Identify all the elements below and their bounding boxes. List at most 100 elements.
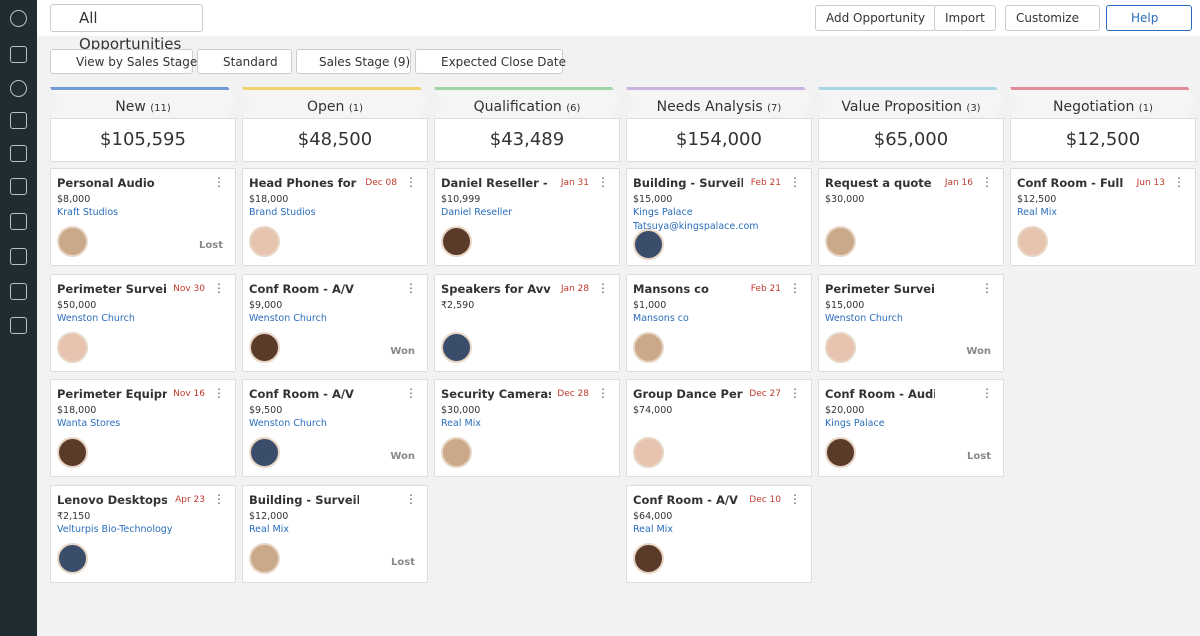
avatar [825, 331, 856, 363]
card-title[interactable]: Conf Room - Full [1017, 176, 1124, 190]
account-link[interactable]: Real Mix [441, 418, 481, 429]
account-link[interactable]: Wenston Church [249, 312, 327, 324]
account-link[interactable]: Real Mix [1017, 207, 1057, 218]
account-link[interactable]: Daniel Reseller [441, 207, 513, 218]
card-title[interactable]: Perimeter Surveillan [825, 281, 935, 296]
account-link[interactable]: Kings Palace [825, 418, 885, 429]
card-menu[interactable]: ⋮ [597, 280, 609, 295]
filter[interactable]: Standard [197, 49, 292, 74]
card-title[interactable]: Request a quote for [825, 176, 935, 190]
nav-icon[interactable] [10, 283, 27, 300]
import-button[interactable]: Import [934, 5, 996, 31]
card-menu[interactable]: ⋮ [789, 175, 801, 189]
account-link[interactable]: Wanta Stores [57, 418, 121, 429]
card-menu[interactable]: ⋮ [789, 386, 801, 400]
card-menu[interactable]: ⋮ [213, 491, 225, 506]
opportunity-card[interactable]: Personal Audio ⋮ $8,000 Kraft Studios Lost [50, 168, 236, 266]
stage-name: New [115, 99, 146, 115]
opportunity-card[interactable]: Building - Surveillan Feb 21 ⋮ $15,000 Kings… [626, 168, 812, 266]
customize-button[interactable]: Customize [1005, 5, 1100, 31]
card-menu[interactable]: ⋮ [597, 175, 609, 189]
opportunity-card[interactable]: Group Dance Perfor Dec 27 ⋮ $74,000 [626, 379, 812, 477]
card-title[interactable]: Conf Room - A/V [249, 387, 354, 401]
card-menu[interactable]: ⋮ [405, 175, 417, 189]
opportunity-card[interactable]: Conf Room - A/V Dec 10 ⋮ $64,000 Real Mix [626, 484, 812, 583]
account-link[interactable]: Wenston Church [249, 418, 327, 429]
card-menu[interactable]: ⋮ [213, 280, 225, 295]
account-link[interactable]: Kings Palace [633, 207, 693, 218]
nav-icon[interactable] [10, 317, 27, 334]
account-link[interactable]: Wenston Church [825, 312, 903, 324]
nav-icon[interactable] [10, 10, 27, 27]
card-menu[interactable]: ⋮ [405, 280, 417, 295]
card-menu[interactable]: ⋮ [981, 175, 993, 189]
card-menu[interactable]: ⋮ [213, 386, 225, 400]
close-date: Nov 16 [173, 389, 205, 399]
stage-header: Negotiation (1) [1010, 87, 1196, 118]
account-link[interactable]: Kraft Studios [57, 207, 119, 218]
opportunity-card[interactable]: Perimeter Equipmen Nov 16 ⋮ $18,000 Wanta St… [50, 379, 236, 477]
card-title[interactable]: Lenovo Desktops [57, 492, 167, 507]
card-menu[interactable]: ⋮ [597, 386, 609, 400]
opportunity-card[interactable]: Conf Room - Audio ⋮ $20,000 Kings Palace Los… [818, 379, 1004, 477]
account-link[interactable]: Velturpis Bio-Technology [57, 523, 173, 535]
filter[interactable]: Sales Stage (9) [296, 49, 411, 74]
opportunity-card[interactable]: Perimeter Surveillan Nov 30 ⋮ $50,000Wensto… [50, 273, 236, 372]
card-menu[interactable]: ⋮ [789, 491, 801, 506]
card-menu[interactable]: ⋮ [213, 175, 225, 189]
card-menu[interactable]: ⋮ [789, 280, 801, 295]
opportunity-card[interactable]: Lenovo Desktops Apr 23 ⋮ ₹2,150 Velturpis Bi… [50, 484, 236, 583]
card-title[interactable]: Building - Surveillan [633, 176, 743, 190]
amount: ₹2,150 [57, 510, 91, 522]
nav-icon[interactable] [10, 248, 27, 265]
opportunity-card[interactable]: Speakers for Avvi M Jan 28 ⋮ ₹2,590 [434, 273, 620, 372]
opportunity-card[interactable]: Mansons co Feb 21 ⋮ $1,000 Mansons co [626, 273, 812, 372]
nav-icon[interactable] [10, 145, 27, 162]
account-link[interactable]: Real Mix [633, 523, 673, 535]
opportunity-card[interactable]: Conf Room - A/V ⋮ $9,000 Wenston Church Won [242, 273, 428, 372]
opportunity-card[interactable]: Conf Room - A/V ⋮ $9,500 Wenston Church Won [242, 379, 428, 477]
opportunity-card[interactable]: Request a quote for Jan 16 ⋮ $30,000 [818, 168, 1004, 266]
opportunity-card[interactable]: Daniel Reseller - Op Jan 31 ⋮ $10,999 Daniel… [434, 168, 620, 266]
card-title[interactable]: Perimeter Equipmen [57, 387, 167, 401]
opportunity-card[interactable]: Head Phones for 12 Dec 08 ⋮ $18,000 Brand St… [242, 168, 428, 266]
view-selector[interactable]: All Opportunities [50, 4, 203, 53]
card-title[interactable]: Security Cameras fo [441, 387, 551, 401]
card-title[interactable]: Conf Room - A/V [633, 492, 738, 507]
card-title[interactable]: Group Dance Perfor [633, 387, 743, 401]
nav-icon[interactable] [10, 46, 27, 63]
nav-icon[interactable] [10, 178, 27, 195]
card-title[interactable]: Building - Surveillan [249, 492, 359, 507]
opportunity-card[interactable]: Conf Room - Full Jun 13 ⋮ $12,500 Real Mix [1010, 168, 1196, 266]
card-title[interactable]: Conf Room - A/V [249, 281, 354, 296]
card-menu[interactable]: ⋮ [1173, 175, 1185, 189]
card-menu[interactable]: ⋮ [405, 491, 417, 506]
nav-icon[interactable] [10, 112, 27, 129]
account-link[interactable]: Brand Studios [249, 207, 316, 218]
nav-icon[interactable] [10, 213, 27, 230]
card-title[interactable]: Head Phones for 12 [249, 176, 359, 190]
card-title[interactable]: Personal Audio [57, 176, 155, 190]
card-menu[interactable]: ⋮ [405, 386, 417, 400]
card-title[interactable]: Speakers for Avvi M [441, 281, 551, 296]
opportunity-card[interactable]: Security Cameras fo Dec 28 ⋮ $30,000 Real Mi… [434, 379, 620, 477]
card-menu[interactable]: ⋮ [981, 280, 993, 295]
card-menu[interactable]: ⋮ [981, 386, 993, 400]
card-title[interactable]: Conf Room - Audio [825, 387, 935, 401]
filter[interactable]: View by Sales Stage [50, 49, 197, 74]
add-button[interactable]: Add Opportunity [815, 5, 937, 31]
help-button[interactable]: Help [1106, 5, 1192, 31]
stage-name: Value Proposition [841, 99, 962, 115]
card-title[interactable]: Mansons co [633, 281, 709, 296]
account-link[interactable]: Real Mix [249, 523, 289, 535]
sort[interactable]: Expected Close Date [415, 49, 566, 74]
card-title[interactable]: Daniel Reseller - Op [441, 176, 551, 190]
card-title[interactable]: Perimeter Surveillan [57, 281, 167, 296]
account-link[interactable]: Mansons co [633, 312, 689, 324]
account-link[interactable]: Wenston Church [57, 312, 135, 324]
email-link[interactable]: Tatsuya@kingspalace.com [633, 221, 759, 232]
nav-icon[interactable] [10, 80, 27, 97]
